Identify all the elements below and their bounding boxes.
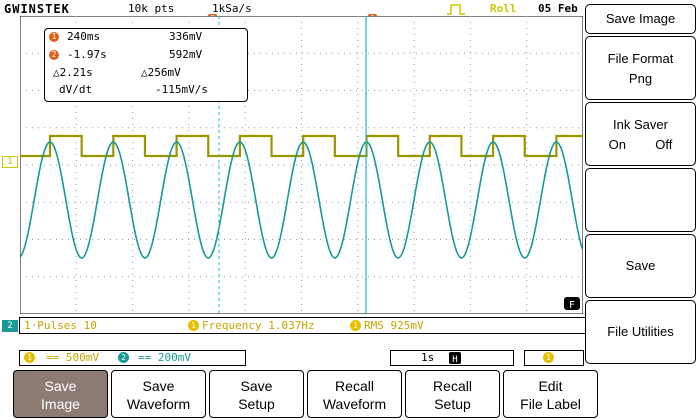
horizontal-icon: H <box>449 352 461 367</box>
dvdt-value: -115mV/s <box>155 83 208 96</box>
measure-rms: RMS 925mV <box>364 319 424 332</box>
trigger-box: 1 <box>524 350 584 366</box>
channel-scale-row: 1 == 500mV 2 == 200mV <box>19 350 246 366</box>
file-format-label: File Format <box>607 51 674 66</box>
side-menu: Save Image File Format Png Ink Saver On … <box>585 4 698 366</box>
status-bar: GWINSTEK 10k pts 1kSa/s 2 1 Roll 05 Feb <box>0 0 583 24</box>
cursor-readout: 1 240ms 336mV 2 -1.97s 592mV △2.21s △256… <box>44 28 248 102</box>
timebase-box: 1s H <box>390 350 514 366</box>
key-label-line1: Recall <box>433 378 472 394</box>
side-menu-title: Save Image <box>585 4 696 34</box>
key-label-line1: Recall <box>335 378 374 394</box>
key-label-line2: File Label <box>520 396 581 412</box>
measure-pulses: 1·Pulses 10 <box>24 319 97 332</box>
measurement-bar: 1·Pulses 10 1 Frequency 1.037Hz 1 RMS 92… <box>19 317 587 334</box>
timebase-value: 1s <box>421 351 435 364</box>
key-label-line2: Setup <box>238 396 275 412</box>
cursor-2-badge: 2 <box>49 50 59 60</box>
edit-file-label-key[interactable]: Edit File Label <box>503 370 598 418</box>
save-waveform-key[interactable]: Save Waveform <box>111 370 206 418</box>
empty-side-button[interactable] <box>585 168 696 232</box>
roll-mode-icon <box>446 3 466 18</box>
ch2-scale: == 200mV <box>138 351 191 364</box>
ink-saver-label: Ink Saver <box>613 117 668 132</box>
delta-time: △2.21s <box>53 66 93 79</box>
cursor-1-time: 240ms <box>67 30 101 43</box>
date: 05 Feb <box>538 2 578 15</box>
ink-saver-off: Off <box>655 137 673 152</box>
key-label-line1: Edit <box>538 378 563 394</box>
save-setup-key[interactable]: Save Setup <box>209 370 304 418</box>
save-image-key[interactable]: Save Image <box>13 370 108 418</box>
measure-frequency: Frequency 1.037Hz <box>202 319 315 332</box>
save-button[interactable]: Save <box>585 234 696 298</box>
key-label-line2: Waveform <box>322 396 387 412</box>
key-label-line2: Setup <box>434 396 471 412</box>
recall-waveform-key[interactable]: Recall Waveform <box>307 370 402 418</box>
ink-saver-options: On Off <box>586 135 695 155</box>
cursor-2-time: -1.97s <box>67 48 107 61</box>
key-label-line1: Save <box>240 378 273 394</box>
function-key-box <box>564 297 580 310</box>
sample-rate: 1kSa/s <box>212 2 252 15</box>
ch1-waveform <box>20 134 583 158</box>
file-utilities-button[interactable]: File Utilities <box>585 300 696 364</box>
file-format-button[interactable]: File Format Png <box>585 36 696 100</box>
key-label-line1: Save <box>142 378 175 394</box>
cursor-2-value: 592mV <box>169 48 203 61</box>
dvdt-label: dV/dt <box>59 83 93 96</box>
key-label-line2: Image <box>41 396 80 412</box>
record-length: 10k pts <box>128 2 175 15</box>
key-label-line1: Save <box>44 378 77 394</box>
acq-mode: Roll <box>490 2 517 15</box>
file-format-value: Png <box>628 71 653 86</box>
delta-value: △256mV <box>141 66 181 79</box>
ch1-scale: == 500mV <box>46 351 99 364</box>
ch1-ground-marker[interactable]: 1 <box>2 156 18 168</box>
ch2-ground-marker[interactable]: 2 <box>2 320 18 332</box>
ch2-waveform <box>20 141 583 259</box>
key-label-line2: Waveform <box>126 396 191 412</box>
cursor-1-value: 336mV <box>169 30 203 43</box>
ink-saver-on: On <box>608 137 626 152</box>
brand-logo: GWINSTEK <box>4 2 70 16</box>
svg-text:H: H <box>452 355 457 364</box>
recall-setup-key[interactable]: Recall Setup <box>405 370 500 418</box>
ink-saver-button[interactable]: Ink Saver On Off <box>585 102 696 166</box>
function-key-label: F <box>569 300 575 311</box>
cursor-1-badge: 1 <box>49 32 59 42</box>
